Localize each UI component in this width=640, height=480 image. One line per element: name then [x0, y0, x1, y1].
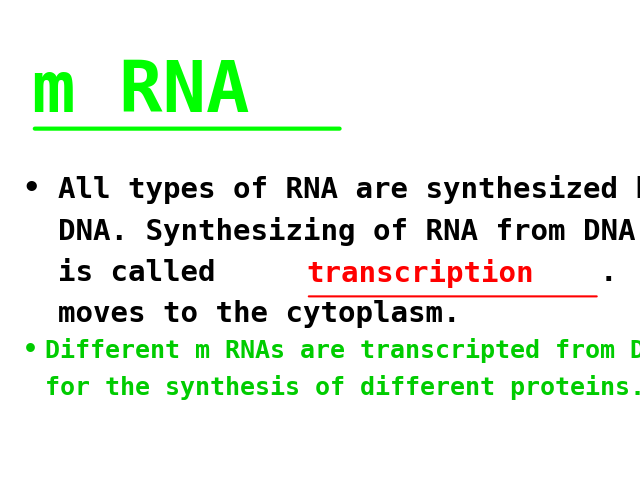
Text: DNA. Synthesizing of RNA from DNA: DNA. Synthesizing of RNA from DNA — [58, 217, 635, 246]
Text: m RNA: m RNA — [32, 58, 250, 127]
Text: transcription: transcription — [306, 259, 534, 288]
Text: is called: is called — [58, 259, 250, 287]
Text: All types of RNA are synthesized by: All types of RNA are synthesized by — [58, 175, 640, 204]
Text: •: • — [22, 175, 40, 203]
Text: for the synthesis of different proteins.: for the synthesis of different proteins. — [45, 375, 640, 400]
Text: .  Than m RNA: . Than m RNA — [600, 259, 640, 287]
Text: •: • — [22, 338, 37, 362]
Text: Different m RNAs are transcripted from DNA: Different m RNAs are transcripted from D… — [45, 338, 640, 363]
Text: moves to the cytoplasm.: moves to the cytoplasm. — [58, 300, 460, 328]
